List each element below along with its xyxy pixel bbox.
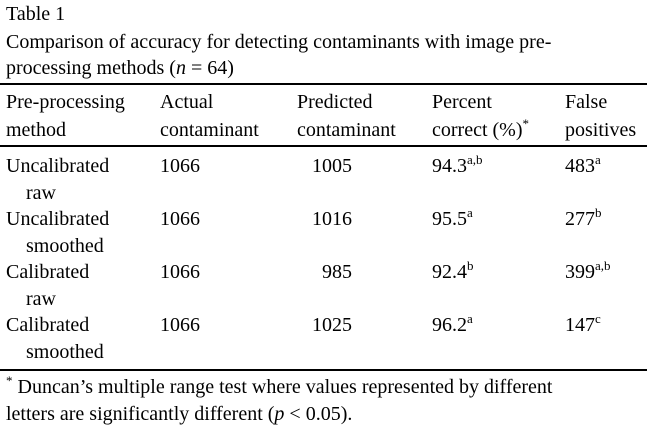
footnote-line: letters are significantly different (p <… — [6, 401, 352, 427]
header-cell: Actual — [160, 89, 213, 115]
header-cell: Pre-processing — [6, 89, 125, 115]
actual-cell: 1066 — [160, 155, 200, 177]
header-note-mark: * — [522, 116, 530, 131]
percent-letters: b — [467, 258, 474, 273]
footnote-line: * Duncan’s multiple range test where val… — [6, 374, 553, 400]
method-cell: Calibrated — [6, 261, 90, 283]
footnote-variable: p — [274, 403, 285, 425]
header-cell: contaminant — [160, 117, 259, 143]
method-cell: smoothed — [26, 341, 104, 363]
method-cell: Uncalibrated — [6, 208, 110, 230]
percent-cell: 94.3a,b — [432, 153, 483, 179]
method-cell: Uncalibrated — [6, 155, 110, 177]
header-text: Percent — [432, 91, 492, 113]
percent-letters: a — [467, 205, 473, 220]
caption-text: = 64) — [185, 57, 234, 79]
predicted-cell: 1016 — [312, 208, 352, 230]
method-cell: raw — [26, 288, 56, 310]
actual-cell: 1066 — [160, 261, 200, 283]
method-cell: smoothed — [26, 235, 104, 257]
footnote-text: letters are significantly different ( — [6, 403, 275, 425]
percent-value: 92.4 — [432, 261, 467, 283]
caption-line: processing methods (n = 64) — [6, 55, 234, 81]
false-letters: a — [595, 152, 601, 167]
header-rule — [0, 145, 647, 147]
table-label: Table 1 — [6, 3, 66, 25]
caption-text: processing methods ( — [6, 57, 176, 79]
header-text: Pre-processing — [6, 91, 125, 113]
false-cell: 399a,b — [565, 259, 611, 285]
top-rule — [0, 83, 647, 85]
footnote-text: Duncan’s multiple range test where value… — [12, 376, 553, 398]
false-value: 399 — [565, 261, 595, 283]
header-cell: contaminant — [297, 117, 396, 143]
header-cell: False — [565, 89, 607, 115]
percent-cell: 96.2a — [432, 312, 473, 338]
false-cell: 147c — [565, 312, 601, 338]
percent-value: 94.3 — [432, 155, 467, 177]
header-text: contaminant — [297, 119, 396, 141]
header-cell: correct (%)* — [432, 117, 529, 143]
header-cell: method — [6, 117, 66, 143]
header-text: method — [6, 119, 66, 141]
false-value: 277 — [565, 208, 595, 230]
false-letters: c — [595, 311, 601, 326]
method-cell: raw — [26, 182, 56, 204]
header-text: Actual — [160, 91, 214, 113]
header-cell: Percent — [432, 89, 492, 115]
header-text: contaminant — [160, 119, 259, 141]
false-cell: 277b — [565, 206, 602, 232]
caption-line: Comparison of accuracy for detecting con… — [6, 31, 552, 53]
percent-cell: 95.5a — [432, 206, 473, 232]
percent-letters: a,b — [467, 152, 483, 167]
header-cell: positives — [565, 117, 636, 143]
false-cell: 483a — [565, 153, 601, 179]
false-letters: a,b — [595, 258, 611, 273]
percent-letters: a — [467, 311, 473, 326]
false-value: 147 — [565, 314, 595, 336]
bottom-rule — [0, 369, 647, 371]
predicted-cell: 1025 — [312, 314, 352, 336]
footnote-text: < 0.05). — [284, 403, 353, 425]
actual-cell: 1066 — [160, 208, 200, 230]
percent-cell: 92.4b — [432, 259, 474, 285]
header-text: correct (%) — [432, 119, 523, 141]
header-text: False — [565, 91, 608, 113]
header-cell: Predicted — [297, 89, 373, 115]
false-value: 483 — [565, 155, 595, 177]
actual-cell: 1066 — [160, 314, 200, 336]
percent-value: 95.5 — [432, 208, 467, 230]
caption-variable: n — [175, 57, 186, 79]
false-letters: b — [595, 205, 602, 220]
predicted-cell: 1005 — [312, 155, 352, 177]
percent-value: 96.2 — [432, 314, 467, 336]
header-text: positives — [565, 119, 637, 141]
predicted-cell: 985 — [322, 261, 352, 283]
header-text: Predicted — [297, 91, 373, 113]
footnote-mark: * — [6, 373, 13, 388]
method-cell: Calibrated — [6, 314, 90, 336]
